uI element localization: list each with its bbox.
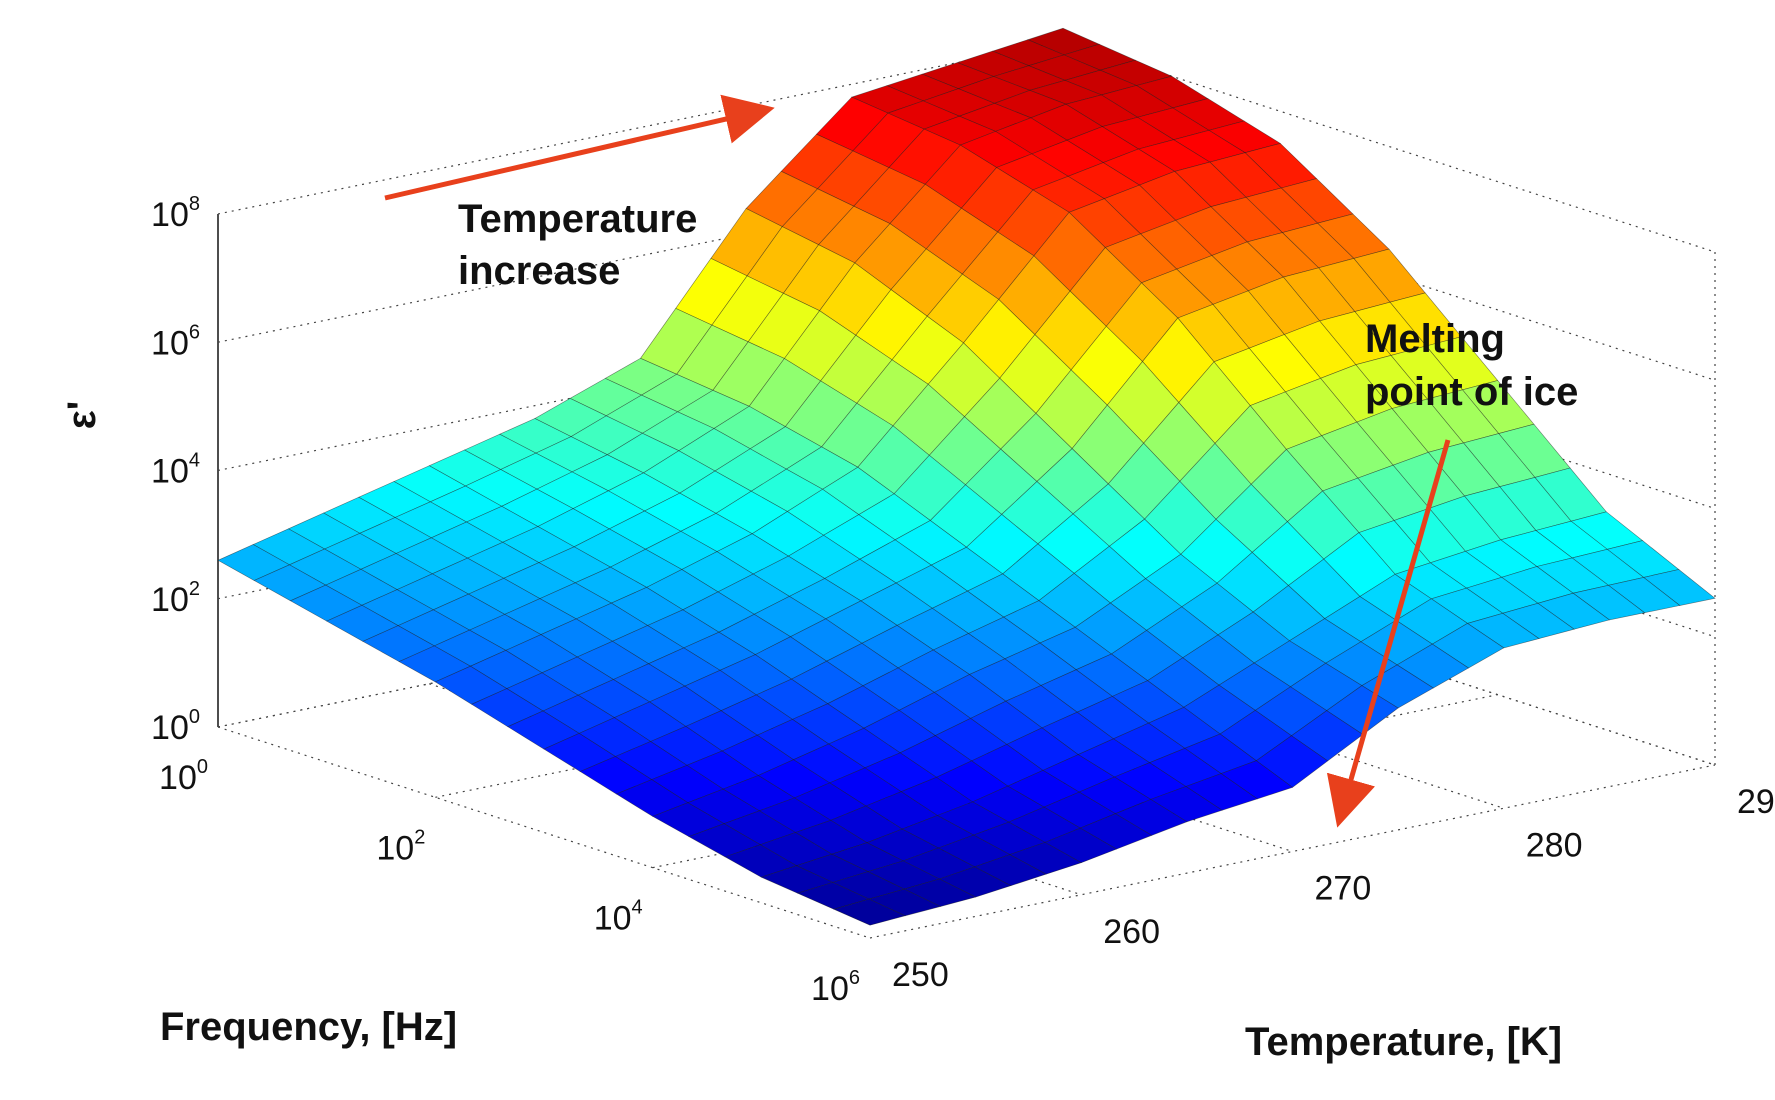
temperature-tick-label: 250 <box>892 956 949 994</box>
z-tick-label: 100 <box>151 706 200 747</box>
tick-labels: 100 102 104 106 108 100 102 104 106 250 260 270 280 2… <box>151 193 1775 1008</box>
z-tick-label: 104 <box>151 450 200 491</box>
y-axis-title: Temperature, [K] <box>1245 1020 1562 1064</box>
z-tick-label: 102 <box>151 578 200 619</box>
surface-patch <box>832 898 907 926</box>
melting-point-arrow <box>1326 439 1451 828</box>
x-axis-title: Frequency, [Hz] <box>160 1005 457 1049</box>
temperature-tick-label: 270 <box>1315 870 1372 908</box>
temperature-tick-label: 260 <box>1103 913 1160 951</box>
annotation-temperature-line1: Temperature <box>458 197 697 241</box>
frequency-tick-label: 100 <box>159 756 208 797</box>
annotation-melting-line1: Melting <box>1365 317 1505 361</box>
temperature-tick-label: 290 <box>1737 783 1775 821</box>
temperature-tick-label: 280 <box>1526 826 1583 864</box>
frequency-tick-label: 104 <box>594 897 643 938</box>
annotation-temperature-line2: increase <box>458 249 620 293</box>
annotation-melting-line2: point of ice <box>1365 370 1578 414</box>
temperature-increase-arrow <box>384 94 775 201</box>
z-axis-title: ε' <box>60 401 104 430</box>
z-tick-label: 108 <box>151 193 200 234</box>
surface-mesh <box>217 27 1716 926</box>
z-tick-label: 106 <box>151 321 200 362</box>
frequency-tick-label: 102 <box>376 826 425 867</box>
frequency-tick-label: 106 <box>811 967 860 1008</box>
